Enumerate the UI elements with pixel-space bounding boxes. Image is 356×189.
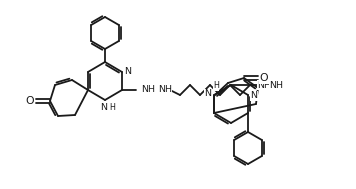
Text: N: N [251,91,257,101]
Text: H: H [213,81,219,91]
Text: N: N [125,67,131,75]
Text: NH: NH [141,85,155,94]
Text: NH: NH [158,85,172,94]
Text: O: O [260,73,268,83]
Text: NH: NH [257,81,271,90]
Text: N: N [204,90,211,98]
Text: NH: NH [269,81,283,90]
Text: H: H [109,104,115,112]
Text: O: O [26,96,34,106]
Text: N: N [100,104,108,112]
